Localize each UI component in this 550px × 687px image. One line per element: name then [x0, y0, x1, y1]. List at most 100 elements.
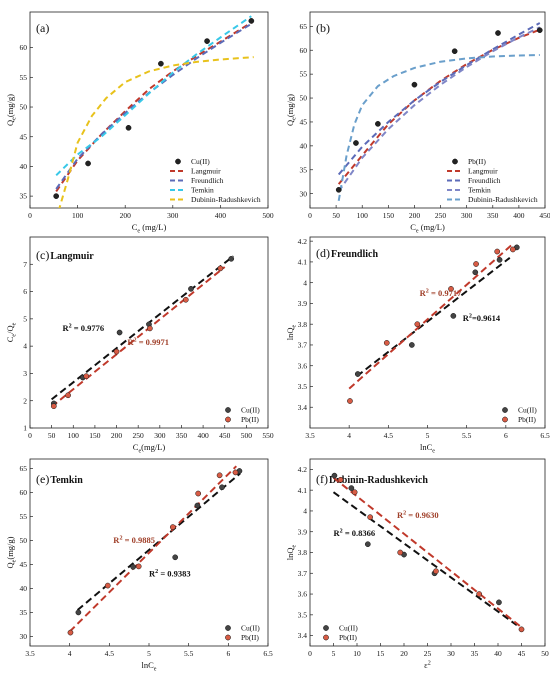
data-point: [337, 476, 344, 483]
x-tick-label: 100: [68, 431, 80, 440]
label-part: = 0.9885: [123, 535, 155, 545]
legend-entry: Cu(II): [518, 406, 537, 415]
data-point: [172, 554, 179, 561]
y-tick-label: 3.5: [298, 610, 308, 619]
data-point: [397, 549, 404, 556]
data-point: [348, 485, 355, 491]
label-part: = 0.9971: [137, 337, 169, 347]
label-part: e: [292, 544, 298, 547]
y-tick-label: 4.1: [298, 486, 308, 495]
x-tick-label: 6.5: [263, 649, 273, 658]
y-tick-label: 55: [300, 70, 308, 79]
legend-entry: Cu(II): [241, 624, 260, 633]
label-part: R: [334, 528, 341, 538]
panel-tag: (a): [36, 21, 49, 35]
data-point: [217, 265, 224, 272]
y-tick-label: 3.9: [298, 299, 308, 308]
x-tick-label: 400: [215, 211, 227, 220]
x-tick-label: 5.5: [462, 431, 472, 440]
r-squared-label: R2 = 0.9717: [420, 288, 462, 298]
x-tick-label: 200: [120, 211, 132, 220]
x-tick-label: 250: [133, 431, 145, 440]
series-line: [337, 28, 541, 185]
x-tick-label: 40: [494, 649, 502, 658]
y-tick-label: 60: [20, 488, 28, 497]
y-tick-label: 1: [23, 424, 27, 433]
x-tick-label: 100: [357, 211, 369, 220]
x-tick-label: 20: [400, 649, 408, 658]
series-line: [337, 26, 541, 192]
x-axis-label: lnCe: [142, 660, 157, 673]
data-point: [188, 285, 194, 292]
legend-marker: [175, 158, 181, 165]
panel-subtitle: Langmuir: [50, 251, 94, 262]
y-axis-label: Ce/Qe: [5, 322, 18, 342]
data-point: [83, 373, 90, 380]
y-tick-label: 4.2: [298, 237, 308, 246]
legend-entry: Pb(II): [518, 415, 536, 424]
series-line: [68, 465, 238, 633]
data-point: [494, 248, 501, 255]
data-point: [228, 255, 235, 262]
label-part: e: [416, 229, 419, 235]
y-tick-label: 3.7: [298, 341, 308, 350]
series-line: [50, 266, 226, 408]
x-tick-label: 450: [539, 211, 550, 220]
y-tick-label: 5: [23, 314, 27, 323]
x-tick-label: 50: [541, 649, 549, 658]
data-point: [495, 30, 501, 36]
label-part: (mg/L): [419, 222, 445, 232]
data-point: [411, 81, 418, 88]
data-point: [53, 193, 60, 199]
x-tick-label: 35: [471, 649, 479, 658]
label-part: R: [397, 510, 404, 520]
y-tick-label: 65: [20, 464, 28, 473]
series-line: [55, 15, 252, 177]
data-point: [510, 246, 516, 253]
data-point: [158, 60, 164, 67]
legend: Cu(II)Pb(II): [225, 406, 260, 424]
data-point: [347, 398, 353, 404]
data-point: [473, 261, 479, 267]
data-point: [448, 286, 454, 292]
y-tick-label: 3: [23, 369, 27, 378]
series-line: [332, 491, 518, 627]
x-tick-label: 45: [518, 649, 526, 658]
data-point: [113, 348, 120, 355]
legend-entry: Cu(II): [191, 157, 210, 166]
legend-marker: [323, 625, 329, 631]
label-part: = 0.9776: [72, 323, 104, 333]
label-part: e: [292, 117, 298, 120]
x-tick-label: 3.5: [305, 431, 315, 440]
data-point: [451, 48, 458, 55]
x-tick-label: 30: [447, 649, 455, 658]
label-part: lnC: [142, 660, 155, 670]
data-point: [104, 582, 111, 589]
label-part: = 0.9717: [429, 288, 462, 298]
y-tick-label: 4.1: [298, 258, 308, 267]
panel-subtitle: Freundlich: [331, 249, 378, 260]
y-tick-label: 3.7: [298, 569, 308, 578]
data-point: [496, 256, 503, 263]
label-part: R: [113, 535, 120, 545]
series-line: [337, 54, 540, 201]
x-tick-label: 3.5: [25, 649, 35, 658]
plot-area: [347, 242, 520, 404]
data-point: [130, 564, 136, 570]
legend-entry: Cu(II): [241, 406, 260, 415]
label-part: (mg/g): [285, 94, 295, 117]
x-tick-label: 4: [347, 431, 351, 440]
data-point: [536, 27, 543, 34]
panel-tag: (d): [316, 246, 330, 260]
x-axis-label: Ce (mg/L): [410, 222, 445, 235]
y-tick-label: 3.8: [298, 320, 308, 329]
x-tick-label: 0: [308, 211, 312, 220]
plot-frame: [29, 236, 269, 429]
data-point: [476, 591, 483, 597]
x-tick-label: 4.5: [105, 649, 115, 658]
label-part: = 0.9383: [158, 568, 190, 578]
data-point: [50, 403, 57, 410]
label-part: lnQ: [285, 547, 295, 560]
r-squared-label: R2 = 0.9383: [149, 568, 191, 578]
